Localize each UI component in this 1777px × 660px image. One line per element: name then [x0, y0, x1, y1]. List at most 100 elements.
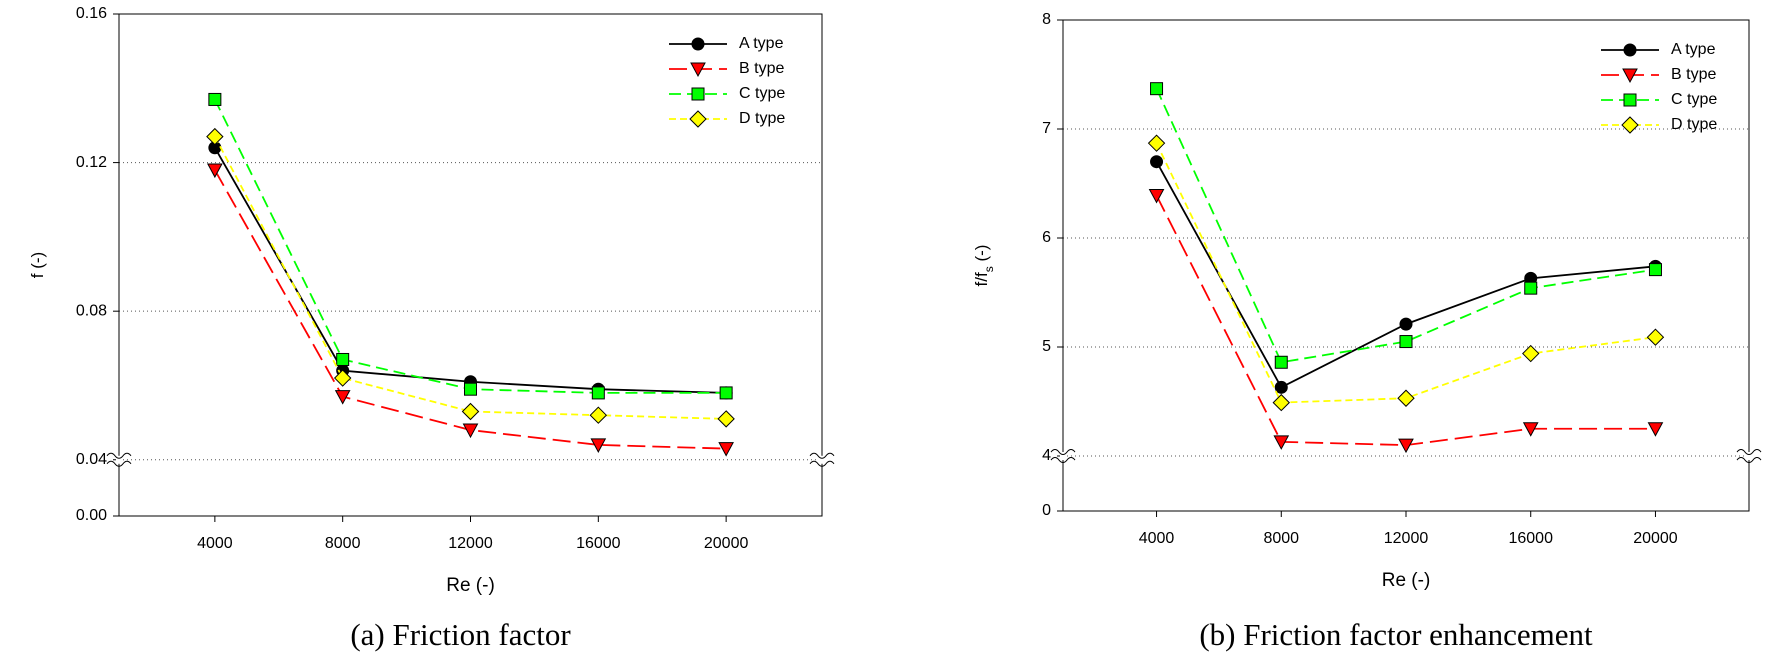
legend-label: B type: [1671, 66, 1716, 83]
marker: [1524, 281, 1538, 295]
legend-label: B type: [739, 60, 784, 77]
legend-marker: [1623, 93, 1637, 107]
plot-frame: [1062, 19, 1750, 512]
y-tick-label: 5: [1042, 338, 1051, 355]
marker: [1522, 344, 1540, 363]
x-axis-label: Re (-): [446, 575, 495, 596]
marker: [1273, 435, 1290, 450]
marker: [1647, 422, 1664, 437]
y-axis-label-part: f (-): [28, 252, 47, 278]
series: [1148, 188, 1664, 454]
x-tick-label: 8000: [325, 535, 361, 552]
legend-label: D type: [739, 110, 785, 127]
y-axis-label-part: s: [982, 266, 996, 272]
y-axis-label: f (-): [28, 252, 47, 278]
marker: [1147, 134, 1166, 152]
marker: [1150, 82, 1164, 96]
axis-break-gap: [819, 455, 825, 464]
series-line: [1155, 88, 1656, 364]
marker: [207, 163, 223, 179]
x-tick-label: 20000: [1633, 530, 1678, 547]
marker: [589, 406, 608, 424]
series: [1150, 155, 1662, 394]
y-axis-label-part: f/f: [972, 272, 991, 286]
marker: [1274, 355, 1288, 369]
legend-marker: [691, 87, 705, 101]
axis-break: [106, 460, 132, 467]
marker: [591, 386, 605, 400]
legend-marker: [1621, 116, 1639, 134]
marker: [1148, 188, 1165, 204]
x-tick-label: 4000: [1139, 530, 1175, 547]
y-tick-label: 0.08: [76, 302, 107, 319]
legend-label: C type: [1671, 91, 1717, 108]
legend-marker: [689, 110, 707, 128]
legend-label: A type: [1671, 41, 1716, 58]
y-tick-label: 0.00: [76, 507, 107, 524]
x-axis-label: Re (-): [1382, 570, 1431, 591]
axis-break: [106, 452, 132, 459]
marker: [719, 386, 733, 400]
y-tick-label: 0.12: [76, 154, 107, 171]
series-line: [214, 136, 727, 420]
y-tick-label: 0: [1042, 502, 1051, 519]
series: [207, 163, 734, 457]
x-tick-label: 12000: [1384, 530, 1429, 547]
axis-break: [1050, 449, 1076, 456]
marker: [1648, 263, 1662, 277]
marker: [461, 402, 480, 421]
x-tick-label: 4000: [197, 535, 233, 552]
y-tick-label: 0.16: [76, 5, 107, 22]
series: [206, 127, 735, 428]
legend-label: A type: [739, 35, 784, 52]
series: [208, 92, 733, 400]
marker: [1399, 335, 1413, 349]
axis-break: [809, 452, 835, 459]
marker: [1150, 155, 1164, 169]
axis-break-gap: [116, 455, 122, 464]
x-tick-label: 8000: [1263, 530, 1299, 547]
axis-break: [1736, 449, 1762, 456]
legend-marker: [690, 62, 706, 78]
y-tick-label: 7: [1042, 120, 1051, 137]
marker: [1272, 393, 1290, 412]
y-tick-label: 8: [1042, 11, 1051, 28]
marker: [336, 352, 350, 366]
marker: [206, 127, 224, 146]
marker: [1398, 438, 1414, 454]
y-axis-label: f/fs (-): [972, 245, 996, 287]
marker: [334, 390, 351, 405]
legend-label: D type: [1671, 116, 1717, 133]
axis-break: [1050, 457, 1076, 464]
marker: [208, 92, 222, 106]
marker: [590, 438, 607, 453]
series: [1150, 82, 1662, 369]
caption: (b) Friction factor enhancement: [1199, 617, 1593, 652]
legend-marker: [1623, 43, 1637, 57]
series-line: [1155, 161, 1656, 389]
series-line: [214, 99, 727, 394]
axis-break-gap: [1060, 452, 1066, 461]
x-tick-label: 16000: [576, 535, 621, 552]
axis-break: [809, 460, 835, 467]
axis-break: [1736, 457, 1762, 464]
legend-marker: [1622, 68, 1638, 84]
y-tick-label: 6: [1042, 229, 1051, 246]
x-tick-label: 20000: [704, 535, 749, 552]
y-tick-label: 4: [1042, 447, 1051, 464]
y-axis-label-part: (-): [972, 245, 991, 267]
series: [208, 141, 733, 400]
marker: [718, 442, 734, 457]
marker: [1399, 317, 1413, 331]
marker: [462, 423, 479, 439]
y-tick-label: 0.04: [76, 451, 107, 468]
axis-break-gap: [1746, 452, 1752, 461]
marker: [717, 410, 735, 428]
series: [1147, 134, 1665, 412]
series-line: [214, 147, 727, 394]
marker: [1274, 380, 1288, 394]
x-tick-label: 12000: [448, 535, 493, 552]
marker: [1397, 389, 1415, 407]
legend-label: C type: [739, 85, 785, 102]
